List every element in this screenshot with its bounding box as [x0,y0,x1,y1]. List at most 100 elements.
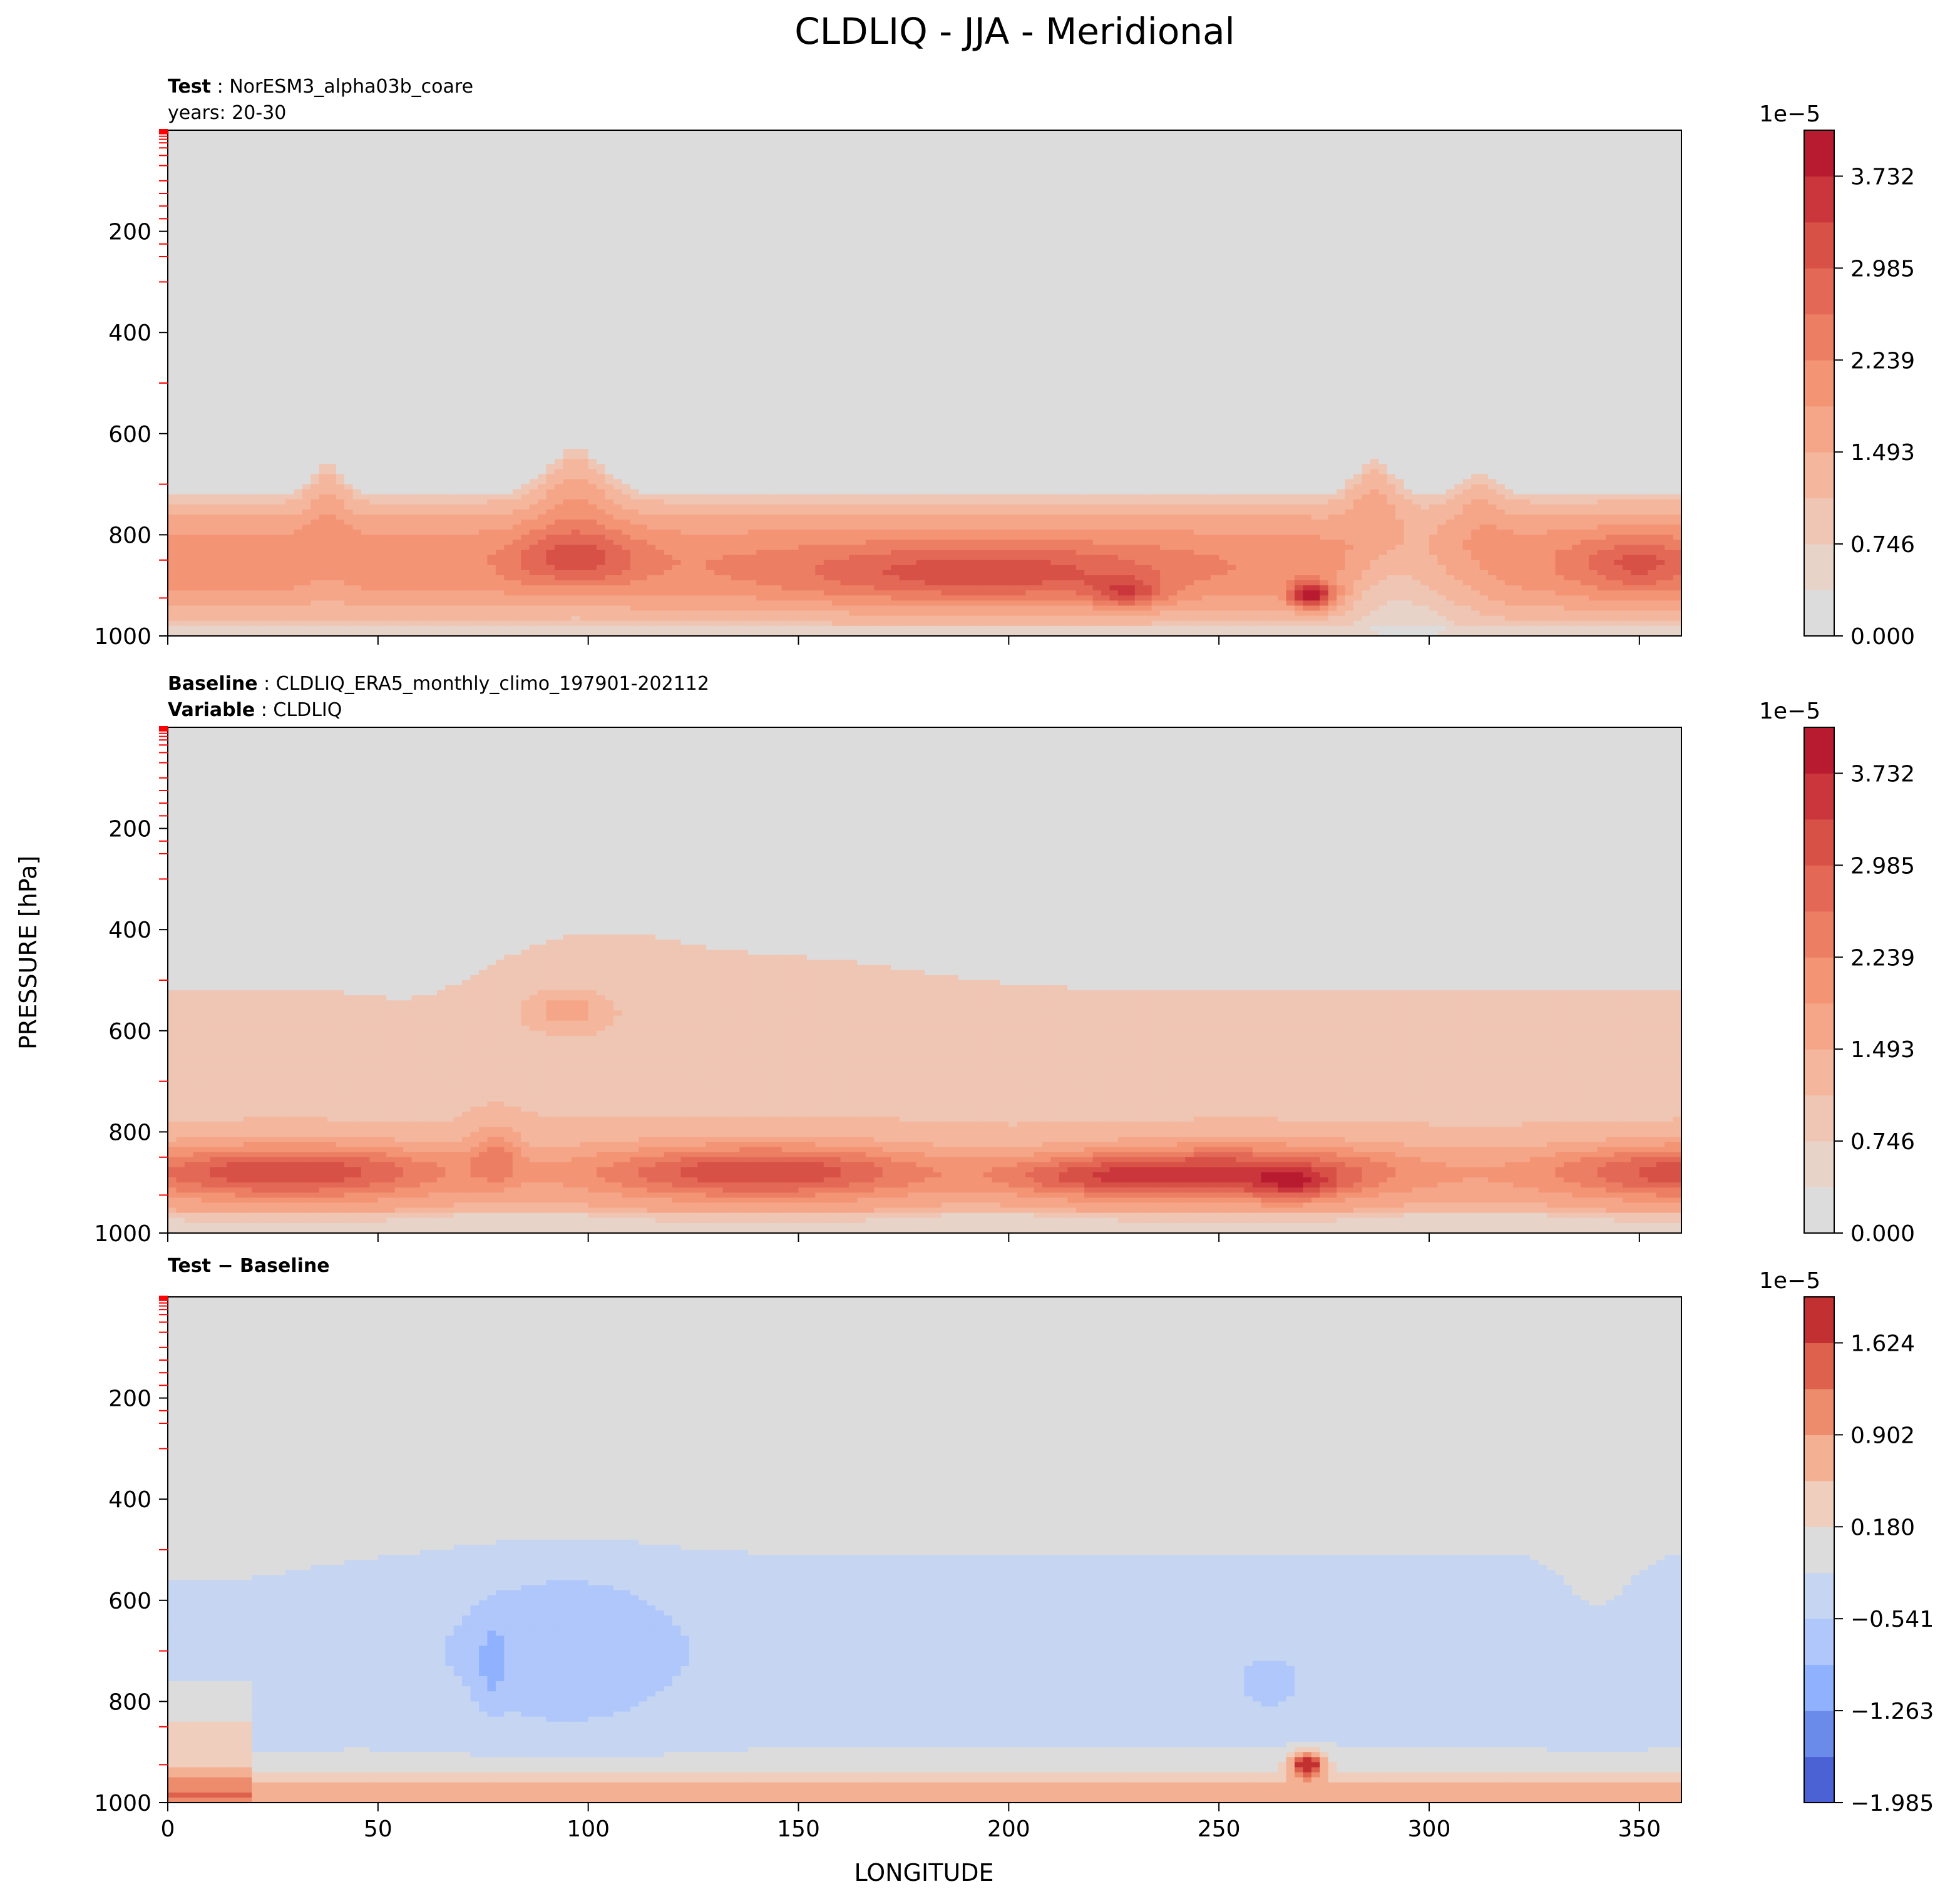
contour-cell [252,504,261,510]
contour-cell [386,185,396,192]
contour-cell [176,362,185,369]
contour-cell [571,262,581,268]
contour-cell [294,494,303,500]
contour-cell [529,196,539,202]
contour-cell [361,530,371,536]
contour-cell [243,342,253,349]
contour-cell [470,302,480,308]
contour-cell [168,130,177,136]
contour-cell [201,362,211,369]
contour-cell [495,352,505,359]
contour-cell [193,428,202,434]
contour-cell [504,150,513,156]
contour-cell [243,257,253,263]
contour-cell [411,302,421,308]
contour-cell [462,408,471,414]
contour-cell [538,535,547,541]
contour-cell [377,287,387,293]
contour-cell [538,388,547,394]
contour-cell [260,383,270,389]
contour-cell [394,327,404,334]
contour-cell [554,605,564,612]
contour-cell [554,428,564,434]
contour-cell [394,241,404,247]
contour-cell [436,246,446,252]
contour-cell [252,514,261,521]
contour-cell [168,377,177,384]
contour-cell [218,352,228,359]
contour-cell [470,484,480,490]
contour-cell [495,302,505,308]
contour-cell [462,312,471,318]
contour-cell [377,145,387,151]
contour-cell [277,383,287,389]
contour-cell [470,418,480,424]
contour-cell [377,423,387,429]
contour-cell [504,443,513,450]
contour-cell [352,615,362,622]
contour-cell [269,413,278,419]
contour-cell [352,175,362,182]
contour-cell [310,545,320,551]
contour-cell [470,600,480,607]
contour-cell [403,180,413,187]
contour-cell [580,418,589,424]
contour-cell [411,469,421,475]
contour-cell [227,555,236,561]
contour-cell [445,362,454,369]
contour-cell [554,509,564,516]
contour-cell [352,600,362,607]
contour-cell [227,135,236,141]
contour-cell [252,423,261,429]
contour-cell [420,377,429,384]
contour-cell [546,277,555,283]
contour-cell [369,388,379,394]
contour-cell [260,514,270,521]
contour-cell [571,545,581,551]
contour-cell [479,545,488,551]
contour-cell [294,337,303,344]
contour-cell [285,337,295,344]
contour-cell [310,241,320,247]
contour-cell [227,206,236,212]
contour-cell [571,332,581,339]
contour-cell [361,408,371,414]
contour-cell [352,565,362,571]
contour-cell [453,297,463,303]
contour-cell [277,287,287,293]
contour-cell [218,302,228,308]
contour-cell [436,509,446,516]
contour-cell [277,393,287,399]
contour-cell [487,550,496,556]
contour-cell [310,165,320,171]
contour-cell [184,267,194,273]
contour-cell [470,190,480,197]
contour-cell [168,489,177,495]
contour-cell [420,272,429,278]
contour-cell [361,130,371,136]
contour-cell [352,514,362,521]
contour-cell [521,530,530,536]
contour-cell [184,155,194,161]
contour-cell [403,525,413,531]
contour-cell [580,282,589,288]
contour-cell [386,620,396,627]
contour-cell [495,443,505,450]
contour-cell [420,418,429,424]
contour-cell [453,140,463,146]
contour-cell [386,342,396,349]
contour-cell [445,393,454,399]
contour-cell [403,550,413,556]
contour-cell [252,525,261,531]
contour-cell [243,170,253,177]
contour-cell [563,190,572,197]
contour-cell [344,580,354,586]
contour-cell [563,514,572,521]
contour-cell [319,469,329,475]
contour-cell [554,327,564,334]
contour-cell [210,196,219,202]
contour-cell [327,342,337,349]
contour-cell [411,383,421,389]
contour-cell [243,190,253,197]
contour-cell [260,489,270,495]
